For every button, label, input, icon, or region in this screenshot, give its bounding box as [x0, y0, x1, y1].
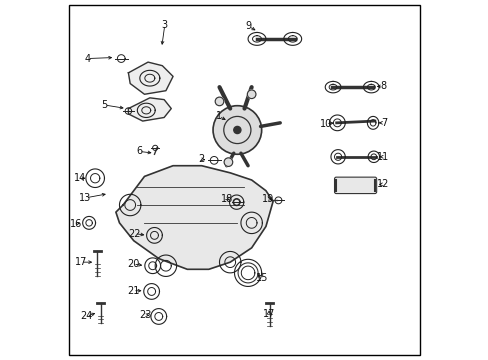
Polygon shape — [116, 166, 272, 269]
Text: 17: 17 — [75, 257, 87, 267]
Text: 15: 15 — [255, 273, 267, 283]
Text: 14: 14 — [74, 173, 86, 183]
Text: 11: 11 — [376, 152, 388, 162]
Text: 5: 5 — [101, 100, 107, 110]
Text: 1: 1 — [215, 111, 222, 121]
Circle shape — [213, 106, 261, 154]
Text: 16: 16 — [70, 219, 82, 229]
Text: 12: 12 — [376, 179, 388, 189]
Text: 13: 13 — [79, 193, 91, 203]
Text: 7: 7 — [380, 118, 386, 128]
Circle shape — [215, 97, 224, 106]
Text: 2: 2 — [198, 154, 204, 164]
Text: 22: 22 — [128, 229, 141, 239]
Text: 17: 17 — [262, 309, 274, 319]
Circle shape — [233, 126, 241, 134]
FancyBboxPatch shape — [334, 177, 376, 194]
Text: 20: 20 — [126, 259, 139, 269]
Circle shape — [224, 158, 232, 166]
Text: 18: 18 — [220, 194, 232, 203]
Text: 19: 19 — [261, 194, 273, 203]
Polygon shape — [128, 98, 171, 121]
Text: 6: 6 — [136, 147, 142, 157]
Text: 8: 8 — [379, 81, 386, 91]
Text: 10: 10 — [319, 118, 331, 129]
Text: 9: 9 — [245, 21, 251, 31]
Text: 21: 21 — [126, 286, 139, 296]
Text: 4: 4 — [84, 54, 90, 64]
Text: 23: 23 — [139, 310, 151, 320]
Text: 24: 24 — [80, 311, 93, 321]
Circle shape — [247, 90, 255, 99]
Polygon shape — [128, 62, 173, 94]
Text: 3: 3 — [162, 19, 167, 30]
